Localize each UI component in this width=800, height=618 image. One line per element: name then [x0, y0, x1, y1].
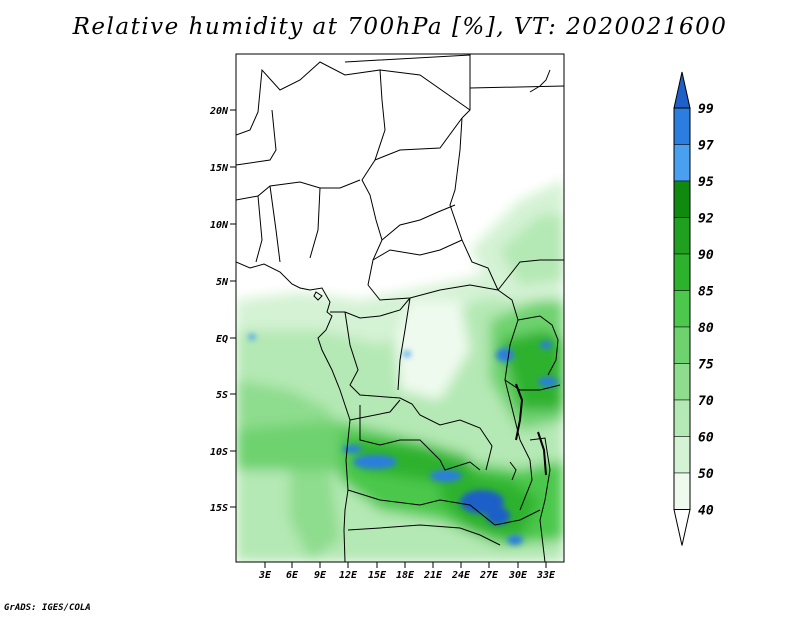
- colorbar-level-label: 90: [698, 248, 714, 263]
- colorbar: 99 97 95 92 90 85 80 75 70 60 50 40: [673, 71, 714, 546]
- longitude-axis: 3E 6E 9E 12E 15E 18E 21E 24E 27E 30E 33E: [258, 562, 556, 581]
- lon-tick-label: 3E: [258, 570, 272, 581]
- colorbar-segment: [673, 290, 691, 328]
- colorbar-segment: [673, 472, 691, 510]
- colorbar-segment: [673, 217, 691, 255]
- lat-tick-label: 5N: [216, 277, 229, 288]
- colorbar-segment: [673, 326, 691, 364]
- colorbar-top-triangle: [673, 71, 691, 109]
- grads-credit: GrADS: IGES/COLA: [4, 603, 91, 613]
- lat-tick-label: 15N: [210, 163, 229, 174]
- colorbar-segment: [673, 107, 691, 145]
- lon-tick-label: 21E: [423, 570, 443, 581]
- lon-tick-label: 18E: [396, 570, 415, 581]
- colorbar-level-label: 70: [698, 394, 714, 409]
- latitude-axis: 20N 15N 10N 5N EQ 5S 10S 15S: [209, 106, 236, 514]
- colorbar-segment: [673, 180, 691, 218]
- lat-tick-label: 20N: [209, 106, 229, 117]
- lon-tick-label: 30E: [508, 570, 528, 581]
- colorbar-frame: [673, 107, 691, 510]
- lon-tick-label: 33E: [536, 570, 556, 581]
- colorbar-level-label: 97: [698, 139, 714, 154]
- humidity-field: [236, 54, 564, 562]
- lat-tick-label: 10N: [210, 220, 229, 231]
- colorbar-level-label: 95: [698, 175, 714, 190]
- colorbar-level-label: 80: [698, 321, 714, 336]
- country-borders: [236, 54, 564, 562]
- colorbar-segment: [673, 399, 691, 437]
- lat-tick-label: EQ: [216, 334, 228, 345]
- lat-tick-label: 10S: [210, 447, 228, 458]
- map-frame: [235, 53, 565, 563]
- lon-tick-label: 27E: [479, 570, 499, 581]
- colorbar-bottom-triangle: [673, 509, 691, 546]
- colorbar-level-label: 50: [698, 467, 714, 482]
- lon-tick-label: 15E: [368, 570, 387, 581]
- lon-tick-label: 24E: [451, 570, 471, 581]
- chart-title: Relative humidity at 700hPa [%], VT: 202…: [72, 14, 728, 40]
- lat-tick-label: 15S: [210, 503, 228, 514]
- colorbar-level-label: 75: [698, 358, 714, 373]
- colorbar-level-label: 92: [698, 212, 714, 227]
- lon-tick-label: 12E: [339, 570, 358, 581]
- colorbar-segment: [673, 436, 691, 474]
- colorbar-level-label: 99: [698, 102, 714, 117]
- lon-tick-label: 6E: [286, 570, 299, 581]
- lon-tick-label: 9E: [314, 570, 327, 581]
- colorbar-level-label: 60: [698, 431, 714, 446]
- colorbar-segment: [673, 144, 691, 182]
- lat-tick-label: 5S: [216, 390, 228, 401]
- colorbar-segment: [673, 363, 691, 401]
- colorbar-level-label: 40: [698, 504, 714, 519]
- colorbar-segment: [673, 253, 691, 291]
- colorbar-level-label: 85: [698, 285, 714, 300]
